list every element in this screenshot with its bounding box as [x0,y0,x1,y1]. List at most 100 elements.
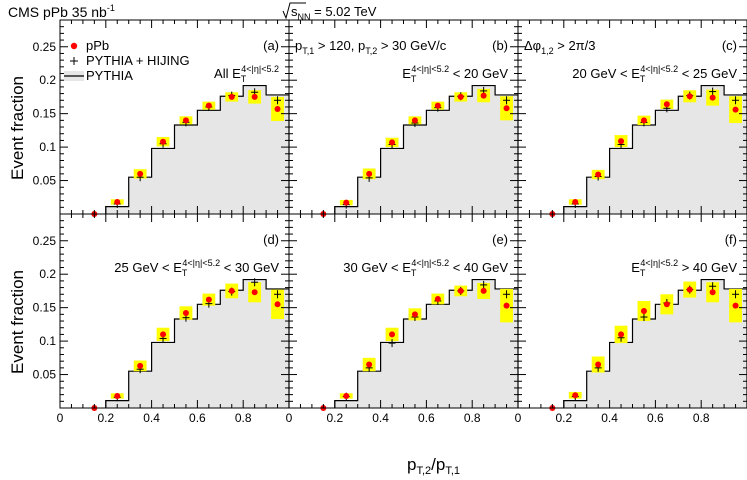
y-tick-label: 0.15 [33,301,57,315]
pythia-histogram-line [563,278,747,408]
x-tick-label: 0.4 [601,411,618,425]
pythia-histogram-fill [563,85,747,214]
pythia-histogram-fill [105,85,289,214]
et-cut-text: 25 GeV < ET4<|η|<5.2 < 30 GeV [114,258,279,278]
x-tick-label: 0.8 [693,411,710,425]
ppb-point [205,296,212,303]
y-tick-label: 0.05 [33,174,57,188]
ppb-point [343,392,350,399]
hijing-point [503,96,511,105]
ppb-point [480,92,487,99]
x-tick-label: 0.2 [326,411,343,425]
y-tick-label: 0.15 [33,107,57,121]
pythia-histogram-line [105,278,290,408]
panel-a: 0.05 0.1 0.15 0.2 0.25 (a) All ET4<|η|<5.2 [33,19,290,217]
y-tick-label: 0.05 [33,368,57,382]
legend-hijing-marker [70,57,78,65]
x-tick-label: 0.2 [555,411,572,425]
hijing-point [480,280,488,289]
y-tick-label: 0.25 [33,40,57,54]
x-tick-label: 0 [57,411,64,425]
panel-label: (d) [263,232,279,247]
x-tick-label: 0.6 [647,411,664,425]
pythia-histogram-fill [334,85,518,214]
et-cut-text: All ET4<|η|<5.2 [214,64,279,84]
ppb-point [411,311,418,318]
ppb-point [595,361,602,368]
x-tick-label: 0.4 [143,411,160,425]
panel-b: (b) ET4<|η|<5.2 < 20 GeV [288,19,519,217]
ppb-point [640,308,647,314]
pythia-histogram-line [105,84,290,214]
ppb-point [457,287,464,294]
ppb-point [389,331,396,338]
hijing-point [709,282,717,291]
panel-c: (c) 20 GeV < ET4<|η|<5.2 < 25 GeV [517,19,747,217]
legend-hijing-label: PYTHIA + HIJING [86,53,190,68]
ppb-point [572,198,579,205]
ppb-point [251,93,258,100]
ppb-point [618,138,625,145]
ppb-point [686,286,693,293]
pythia-histogram-fill [563,279,747,408]
panel-e: 0 0.2 0.4 0.6 0.8 (e) 30 GeV < ET4<|η|<5.2 < 4… [286,213,519,425]
pythia-histogram-fill [105,279,289,408]
x-tick-label: 0.6 [418,411,435,425]
ppb-point [480,287,487,294]
ppb-point [274,301,281,308]
header-energy: sNN = 5.02 TeV [282,2,377,22]
ppb-point [709,94,716,101]
x-tick-label: 0 [286,411,293,425]
hijing-point [640,313,648,322]
ppb-point [228,93,235,100]
x-tick-label: 0.8 [464,411,481,425]
et-cut-text: 20 GeV < ET4<|η|<5.2 < 25 GeV [572,64,737,84]
y-tick-label: 0.2 [39,73,56,87]
panel-label: (b) [492,38,508,53]
ppb-point [618,331,625,338]
legend: pPb PYTHIA + HIJING PYTHIA [64,38,190,83]
x-tick-label: 0.6 [189,411,206,425]
x-tick-label: 0 [515,411,522,425]
y-tick-label: 0.1 [39,334,56,348]
ppb-point [732,106,739,113]
dphi-cut-text: Δφ1,2 > 2π/3 [524,38,596,56]
legend-pythia-label: PYTHIA [86,68,133,83]
ppb-point [160,331,167,338]
header-experiment: CMS pPb 35 nb-1 [8,3,115,20]
y-tick-label: 0.25 [33,234,57,248]
x-axis-label: pT,2/pT,1 [407,455,460,477]
hijing-point [274,96,282,105]
ppb-point [434,295,441,302]
pythia-histogram-line [563,84,747,214]
ppb-point [343,199,350,206]
hijing-point [503,290,511,299]
ppb-point [160,138,167,145]
hijing-point [274,290,282,299]
ppb-point [205,102,212,109]
pythia-histogram-line [334,84,519,214]
ppb-point [663,101,670,108]
ppb-point [137,170,144,177]
panel-d: 0.05 0.1 0.15 0.2 0.25 0 0.2 0.4 0.6 0.8 (d) 25 GeV… [33,213,290,425]
legend-ppb-marker [70,42,78,50]
pythia-histogram-line [334,278,519,408]
ppb-point [274,105,281,112]
et-cut-text: ET4<|η|<5.2 < 20 GeV [402,64,508,84]
ppb-point [572,392,579,399]
ppb-point [503,302,510,309]
panel-label: (a) [263,38,279,53]
hijing-point [732,96,740,105]
legend-ppb-label: pPb [86,38,109,53]
ppb-point [686,93,693,100]
ppb-point [389,139,396,146]
y-tick-label: 0.2 [39,267,56,281]
panel-grid: 0.05 0.1 0.15 0.2 0.25 (a) All ET4<|η|<5.2 (b) E… [33,19,747,425]
ppb-point [366,170,373,177]
pt-cut-text: pT,1 > 120, pT,2 > 30 GeV/c [295,38,447,56]
y-axis-label-bottom: Event fraction [8,270,27,374]
ppb-point [457,93,464,100]
ppb-point [732,302,739,309]
ppb-point [137,362,144,369]
